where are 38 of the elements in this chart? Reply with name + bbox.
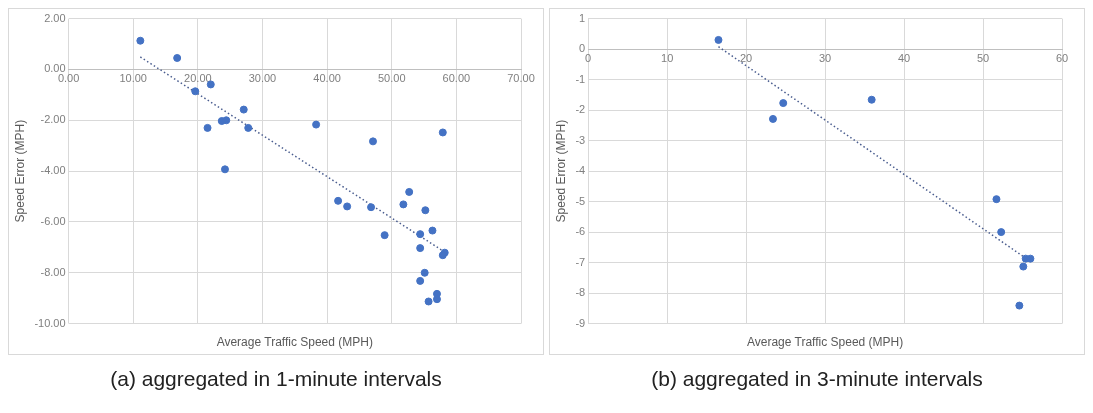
x-tick-label: 0.00 <box>57 72 80 85</box>
y-tick-label: -5 <box>575 194 586 207</box>
y-axis-title: Speed Error (MPH) <box>553 119 568 223</box>
y-tick-label: -4.00 <box>40 164 66 177</box>
x-tick-label: 70.00 <box>507 72 535 85</box>
x-tick-label: 50 <box>976 51 990 64</box>
y-tick-label: -2.00 <box>40 113 66 126</box>
y-tick-label: -10.00 <box>34 316 66 329</box>
x-tick-label: 40 <box>897 51 911 64</box>
y-axis-title: Speed Error (MPH) <box>12 119 27 223</box>
y-tick-label: 2.00 <box>44 11 66 24</box>
text: (b) aggregated in 3-minute intervals <box>651 367 983 391</box>
x-axis-title: Average Traffic Speed (MPH) <box>216 335 373 350</box>
y-tick-label: -1 <box>575 72 586 85</box>
y-tick-label: -4 <box>575 164 586 177</box>
y-tick-label: -2 <box>575 103 586 116</box>
x-tick-label: 20 <box>740 51 753 64</box>
x-tick-label: 10.00 <box>119 72 147 85</box>
y-tick-label: -6 <box>575 225 586 238</box>
x-tick-label: 50.00 <box>377 72 406 85</box>
y-tick-label: -8 <box>575 286 586 299</box>
x-tick-label: 30 <box>818 51 832 64</box>
text: (a) aggregated in 1-minute intervals <box>110 367 442 391</box>
y-tick-label: 0.00 <box>44 62 66 75</box>
y-tick-label: -7 <box>575 255 586 268</box>
y-tick-label: -6.00 <box>40 214 66 227</box>
x-tick-label: 20.00 <box>184 72 212 85</box>
x-tick-label: 40.00 <box>313 72 341 85</box>
x-tick-label: 60 <box>1055 51 1069 64</box>
y-tick-label: -9 <box>575 316 586 329</box>
x-tick-label: 60.00 <box>442 72 471 85</box>
x-tick-label: 10 <box>661 51 674 64</box>
x-tick-label: 30.00 <box>248 72 277 85</box>
x-axis-title: Average Traffic Speed (MPH) <box>746 335 904 350</box>
y-tick-label: 1 <box>579 11 586 24</box>
y-tick-label: -3 <box>575 133 586 146</box>
y-tick-label: 0 <box>579 42 586 55</box>
y-tick-label: -8.00 <box>40 265 66 278</box>
